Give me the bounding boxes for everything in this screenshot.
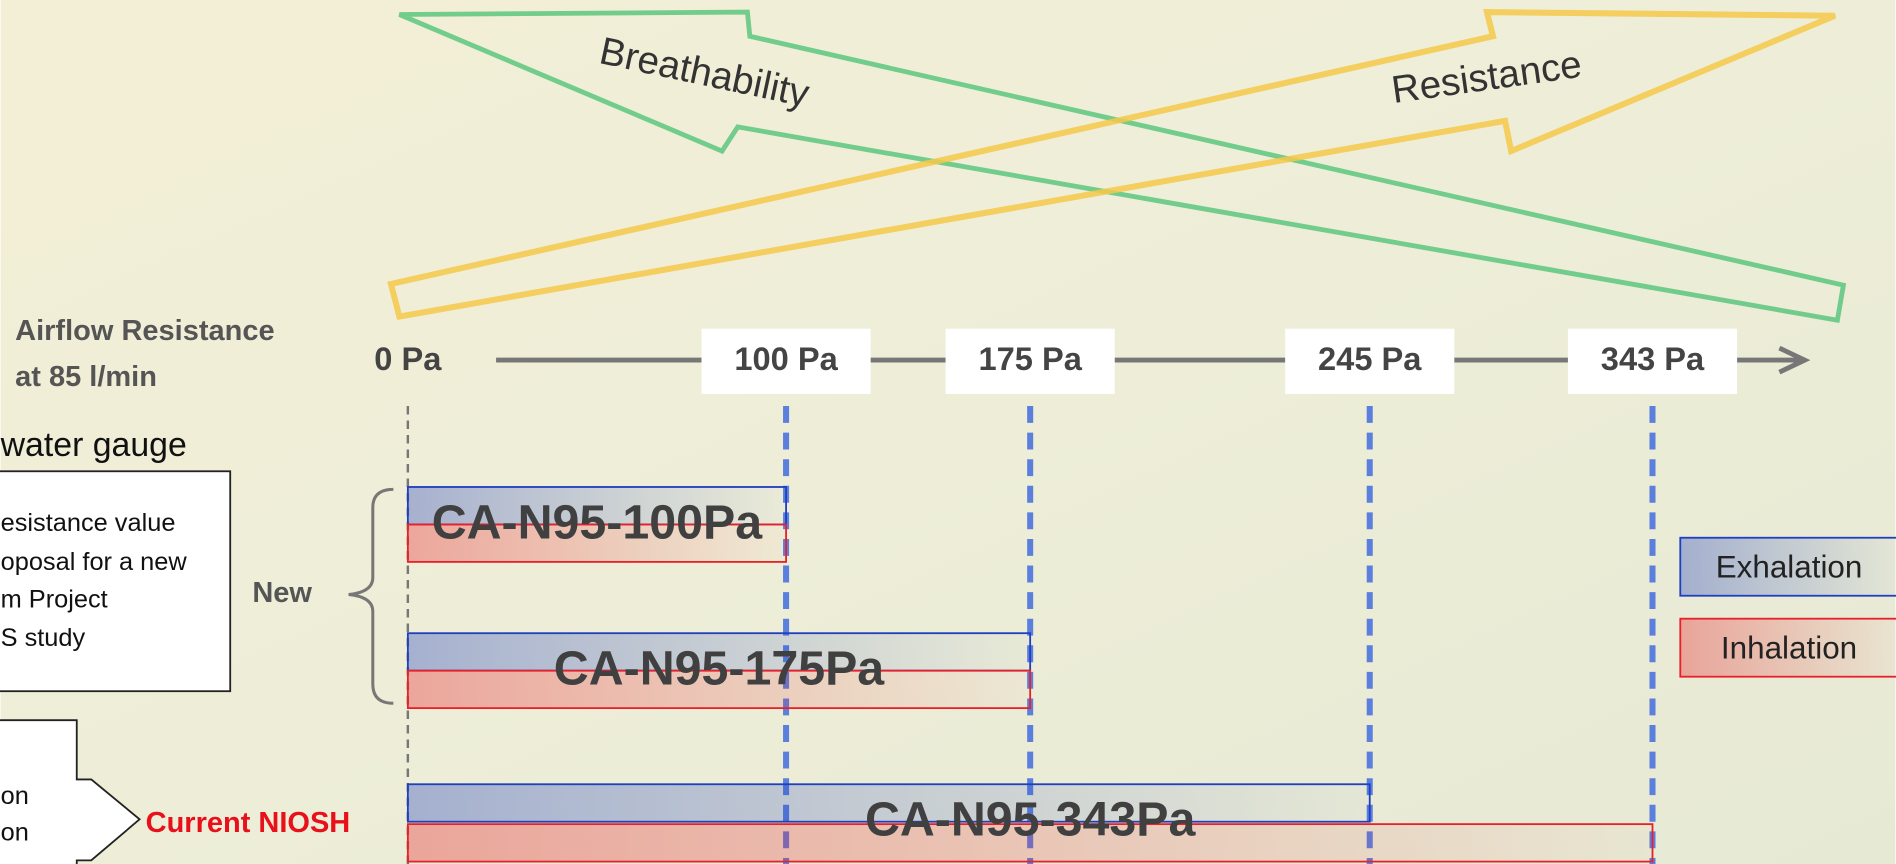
note-text: m Project — [1, 585, 108, 613]
note-text: S study — [1, 624, 86, 652]
group-label: New — [252, 577, 312, 609]
axis-title: at 85 l/min — [15, 361, 157, 393]
slide: Breathability Resistance Airflow Resista… — [0, 0, 1896, 864]
bar-label: CA-N95-343Pa — [865, 793, 1197, 847]
reference-label: Current NIOSH — [146, 807, 351, 839]
bar-label: CA-N95-100Pa — [432, 495, 764, 549]
side-note: on — [1, 818, 29, 846]
side-note: on — [1, 782, 29, 810]
unit-note: water gauge — [0, 426, 187, 464]
background — [1, 0, 1896, 864]
x-tick-label: 245 Pa — [1318, 340, 1422, 377]
legend-label: Inhalation — [1721, 630, 1857, 665]
note-box — [0, 471, 230, 691]
x-tick-label: 175 Pa — [978, 340, 1082, 377]
x-tick-label: 0 Pa — [374, 340, 442, 377]
note-text: oposal for a new — [1, 548, 188, 576]
note-text: esistance value — [1, 509, 176, 537]
page: Breathability Resistance Airflow Resista… — [0, 0, 1896, 864]
legend-label: Exhalation — [1716, 549, 1863, 584]
x-tick-label: 100 Pa — [734, 340, 838, 377]
bar-label: CA-N95-175Pa — [554, 642, 886, 696]
x-tick-label: 343 Pa — [1601, 340, 1705, 377]
axis-title: Airflow Resistance — [15, 315, 274, 347]
